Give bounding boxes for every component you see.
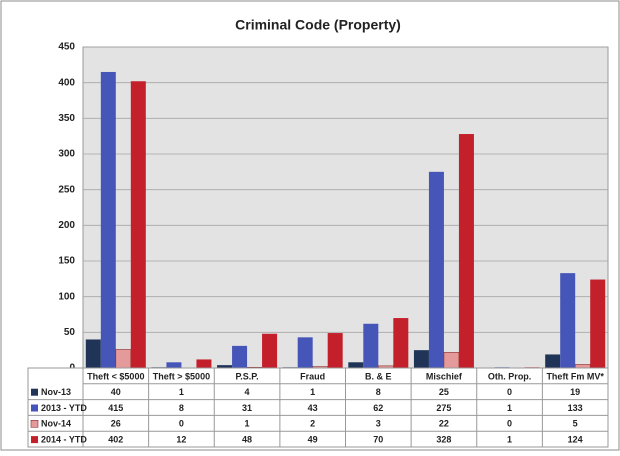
legend-swatch: [30, 419, 39, 428]
table-value: 1: [245, 419, 250, 429]
table-value: 0: [179, 419, 184, 429]
y-tick-label: 50: [64, 327, 76, 338]
x-tick-label: Oth. Prop.: [488, 371, 532, 381]
legend-swatch: [31, 388, 38, 396]
bar: [574, 364, 591, 369]
table-value: 124: [568, 434, 583, 444]
table-value: 43: [308, 403, 318, 413]
table-value: 1: [179, 387, 184, 397]
table-value: 402: [108, 434, 123, 444]
legend-label: Nov-14: [41, 419, 71, 429]
bar: [590, 279, 606, 368]
bar: [100, 71, 116, 368]
table-value: 3: [376, 419, 381, 429]
bar: [327, 333, 343, 368]
y-tick-label: 450: [58, 42, 75, 53]
table-value: 275: [436, 403, 451, 413]
chart-title: Criminal Code (Property): [235, 17, 401, 33]
y-tick-label: 350: [58, 113, 75, 124]
legend-label: 2014 - YTD: [41, 434, 87, 444]
y-tick-label: 400: [58, 77, 75, 88]
table-frame: [27, 367, 609, 448]
bar: [363, 323, 379, 368]
bar: [232, 345, 248, 368]
table-value: 328: [436, 434, 451, 444]
table-value: 48: [242, 434, 252, 444]
table-value: 26: [111, 419, 121, 429]
bar: [413, 350, 429, 368]
y-tick-label: 200: [58, 220, 75, 231]
bar: [458, 134, 474, 368]
x-tick-label: B. & E: [365, 371, 392, 381]
table-value: 22: [439, 419, 449, 429]
table-value: 62: [373, 403, 383, 413]
table-value: 4: [245, 387, 250, 397]
legend-label: Nov-13: [41, 387, 71, 397]
table-value: 49: [308, 434, 318, 444]
table-value: 8: [179, 403, 184, 413]
bar: [217, 365, 233, 368]
bar: [196, 359, 212, 368]
table-value: 415: [108, 403, 123, 413]
bar: [166, 362, 182, 368]
table-value: 25: [439, 387, 449, 397]
bar: [130, 81, 146, 369]
table-value: 133: [568, 403, 583, 413]
table-value: 70: [373, 434, 383, 444]
x-tick-label: Theft > $5000: [153, 371, 210, 381]
y-tick-label: 300: [58, 149, 75, 160]
x-tick-label: Mischief: [426, 371, 463, 381]
bar: [428, 171, 444, 368]
table-value: 19: [570, 387, 580, 397]
table-value: 1: [507, 434, 512, 444]
table-value: 0: [507, 387, 512, 397]
bar: [115, 349, 132, 369]
table-value: 1: [507, 403, 512, 413]
bar: [545, 354, 561, 368]
table-value: 2: [310, 419, 315, 429]
x-tick-label: Fraud: [300, 371, 325, 381]
table-value: 40: [111, 387, 121, 397]
table-value: 12: [176, 434, 186, 444]
y-tick-label: 100: [58, 291, 75, 302]
table-value: 8: [376, 387, 381, 397]
legend-swatch: [31, 404, 38, 412]
table-value: 31: [242, 403, 252, 413]
bar: [262, 333, 278, 368]
bar: [443, 352, 460, 369]
legend-swatch: [31, 436, 38, 444]
x-tick-label: Theft Fm MV*: [546, 371, 604, 381]
x-tick-label: Theft < $5000: [87, 371, 144, 381]
bar: [393, 318, 409, 368]
y-tick-label: 250: [58, 184, 75, 195]
bar: [560, 273, 576, 368]
bar: [348, 362, 364, 368]
table-value: 1: [310, 387, 315, 397]
legend-label: 2013 - YTD: [41, 403, 87, 413]
table-value: 0: [507, 419, 512, 429]
table-value: 5: [573, 419, 578, 429]
bar: [85, 339, 101, 368]
plot-area: [82, 46, 609, 369]
bar: [297, 337, 313, 368]
y-tick-label: 150: [58, 256, 75, 267]
x-tick-label: P.S.P.: [235, 371, 258, 381]
